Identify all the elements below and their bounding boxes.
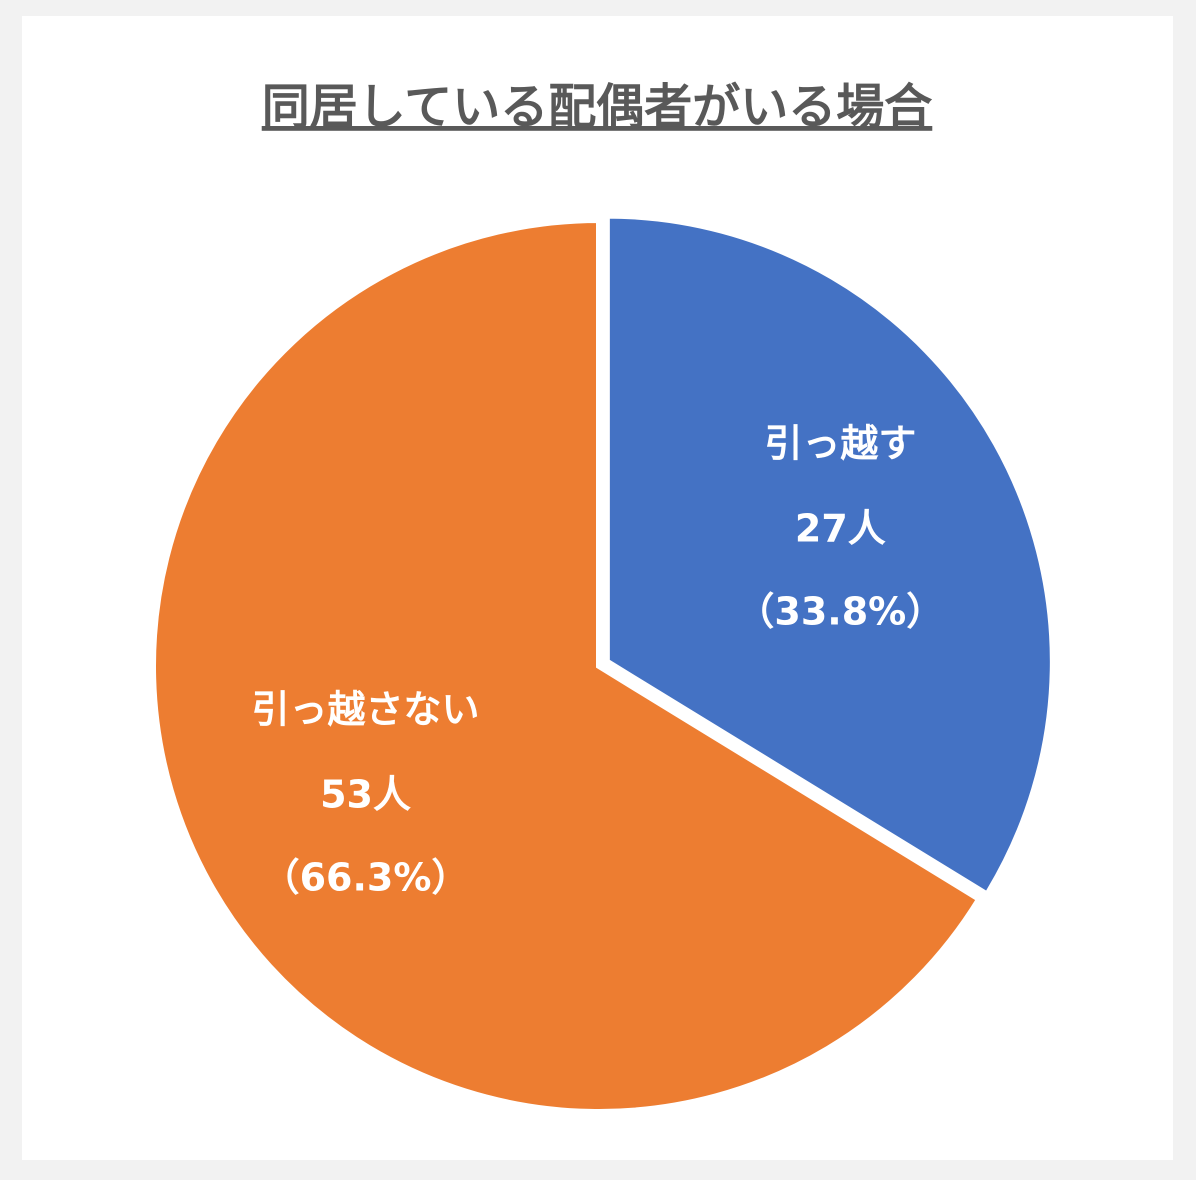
slice-label: 引っ越さない <box>252 687 480 731</box>
slice-label: 引っ越す <box>764 421 916 465</box>
value-label: 53人 <box>320 772 411 816</box>
percentage-label: （66.3%） <box>262 855 470 899</box>
pie-slice <box>603 212 1056 899</box>
value-label: 27人 <box>795 506 886 550</box>
percentage-label: （33.8%） <box>736 589 944 633</box>
chart-title: 同居している配偶者がいる場合 <box>262 79 933 135</box>
pie-slice <box>150 216 984 1115</box>
